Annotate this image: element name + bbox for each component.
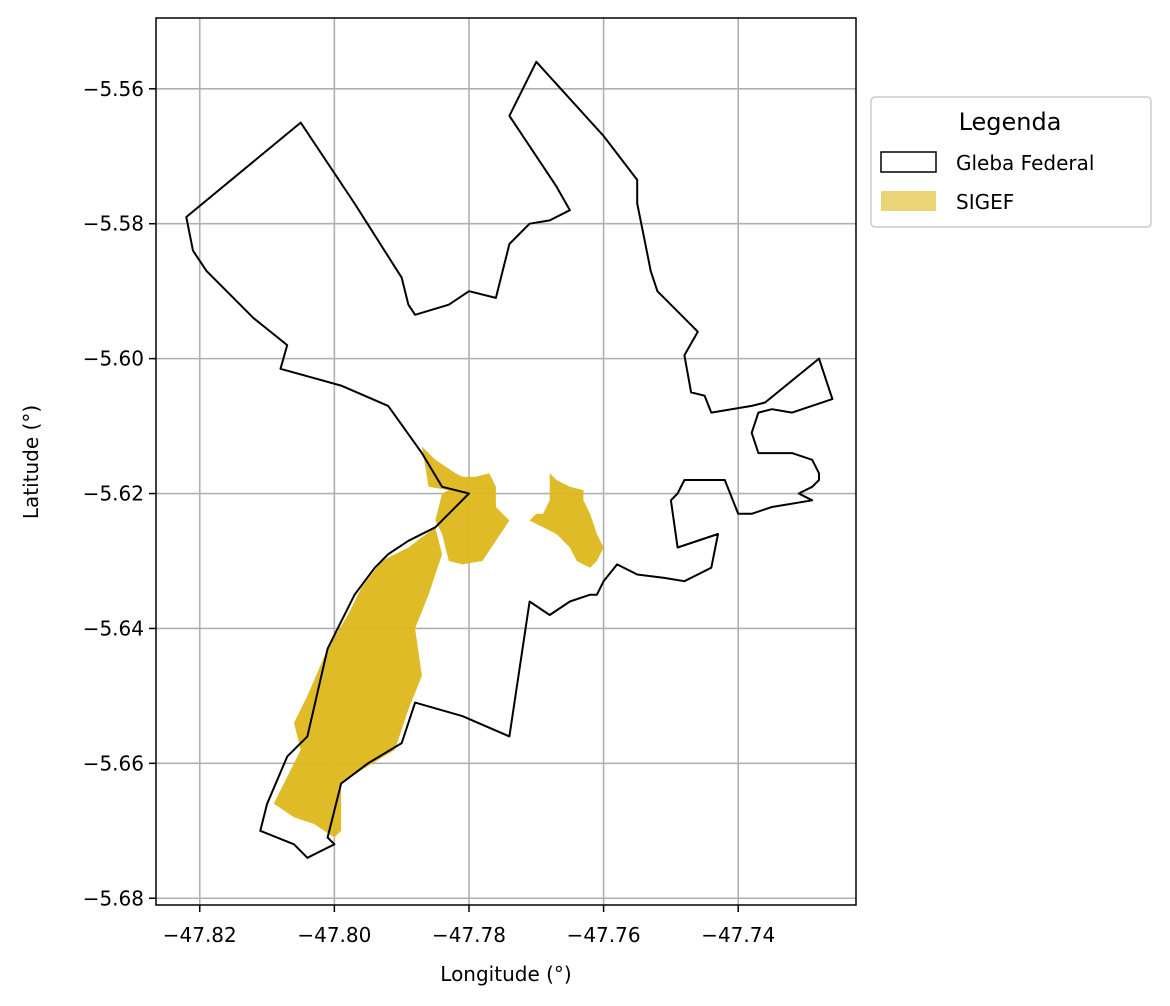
y-tick-label-6: −5.68 <box>83 886 144 910</box>
sigef-polygon-2 <box>273 527 443 838</box>
x-tick-label-4: −47.74 <box>701 923 775 947</box>
sigef-polygon-1 <box>529 473 604 568</box>
x-axis-title: Longitude (°) <box>440 962 571 986</box>
sigef-polygon-0 <box>421 446 510 565</box>
y-tick-label-2: −5.60 <box>83 347 144 371</box>
x-tick-label-2: −47.78 <box>432 923 506 947</box>
y-tick-label-5: −5.66 <box>83 751 144 775</box>
x-tick-label-0: −47.82 <box>163 923 237 947</box>
axes-frame <box>155 17 857 906</box>
y-tick-label-4: −5.64 <box>83 616 144 640</box>
y-axis-title: Latitude (°) <box>19 405 43 519</box>
y-ticks: −5.56 −5.58 −5.60 −5.62 −5.64 −5.66 −5.68 <box>83 77 156 910</box>
legend-frame <box>870 96 1152 228</box>
legend-label-sigef: SIGEF <box>956 190 1014 214</box>
plot-area: −47.82 −47.80 −47.78 −47.76 −47.74 −5.56−5.5… <box>83 17 857 947</box>
y-tick-label-1: −5.58 <box>83 212 144 236</box>
legend: Legenda Gleba Federal SIGEF <box>870 96 1152 228</box>
x-ticks: −47.82 −47.80 −47.78 −47.76 −47.74 <box>163 905 775 947</box>
grid-lines <box>156 18 856 905</box>
x-tick-label-1: −47.80 <box>297 923 371 947</box>
legend-swatch-gleba-federal <box>880 151 937 173</box>
y-tick-label-0: −5.56 <box>83 77 144 101</box>
map-layers <box>185 60 834 859</box>
gleba-federal-polygon-0 <box>185 60 834 859</box>
axes-background <box>156 18 856 905</box>
x-tick-label-3: −47.76 <box>567 923 641 947</box>
legend-label-gleba-federal: Gleba Federal <box>956 151 1094 175</box>
legend-swatch-sigef <box>881 191 936 211</box>
y-tick-label-3: −5.62 <box>83 482 144 506</box>
legend-title: Legenda <box>959 108 1062 136</box>
